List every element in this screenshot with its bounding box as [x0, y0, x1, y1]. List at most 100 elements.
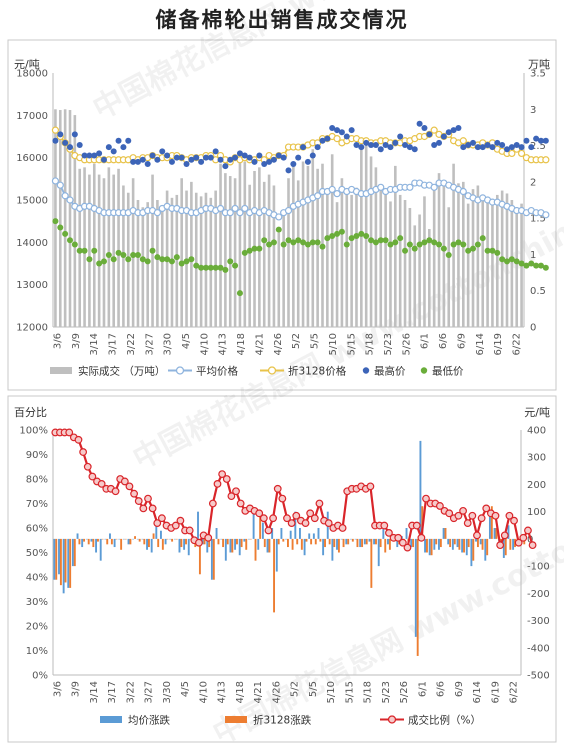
bar-1: [55, 538, 58, 580]
line-point-0: [500, 531, 509, 540]
bar-0: [277, 232, 281, 327]
top-chart: 元/吨 万吨 12000 13000 14000 15000 16000 17000 18000…: [14, 58, 550, 378]
scatter-point-1: [275, 226, 282, 233]
line-point-0: [394, 533, 403, 542]
line-point-0: [241, 204, 249, 213]
bar-0: [262, 181, 266, 327]
scatter-point-1: [125, 256, 132, 263]
bar-1: [259, 511, 262, 539]
line-point-0: [514, 538, 523, 547]
right-tick-label: 1.5: [530, 214, 546, 225]
bar-0: [481, 196, 485, 327]
bar-0: [502, 538, 505, 558]
right-tick-label: -500: [527, 671, 550, 682]
bar-0: [187, 538, 190, 556]
x-tick-label: 6/14: [475, 333, 486, 355]
bar-0: [495, 194, 499, 327]
bar-0: [180, 178, 183, 327]
scatter-point-0: [460, 144, 467, 151]
line-point-0: [406, 183, 414, 191]
scatter-point-1: [178, 260, 185, 267]
line-point-0: [454, 511, 463, 520]
line-point-0: [56, 181, 64, 189]
bar-0: [303, 538, 306, 556]
x-tick-label: 6/6: [436, 681, 447, 697]
scatter-point-1: [421, 239, 428, 246]
bar-0: [92, 163, 96, 327]
bar-1: [361, 538, 364, 548]
bar-1: [310, 538, 313, 545]
scatter-point-0: [426, 131, 433, 138]
bar-1: [458, 538, 461, 550]
line-point-0: [74, 435, 83, 444]
left-tick-label: 70%: [26, 499, 48, 510]
left-tick-label: 20%: [26, 622, 48, 633]
bar-1: [365, 538, 368, 545]
scatter-point-1: [183, 258, 190, 265]
scatter-point-0: [304, 158, 311, 165]
bar-0: [486, 202, 489, 327]
bar-0: [102, 178, 106, 327]
bar-0: [67, 538, 70, 588]
right-tick-label: 0.5: [530, 286, 546, 297]
bar-0: [311, 149, 315, 327]
scatter-point-1: [159, 256, 166, 263]
line-point-0: [176, 516, 185, 525]
line-point-0: [264, 526, 273, 535]
line-point-0: [287, 519, 296, 527]
x-tick-label: 4/26: [273, 333, 284, 355]
bar-1: [254, 538, 257, 561]
line-point-0: [66, 196, 74, 204]
scatter-point-1: [504, 258, 511, 265]
bar-1: [110, 538, 113, 545]
scatter-point-0: [329, 125, 336, 132]
scatter-point-0: [96, 150, 103, 157]
scatter-point-1: [100, 258, 107, 265]
bar-0: [159, 530, 162, 539]
bar-0: [470, 538, 473, 567]
scatter-point-1: [406, 241, 413, 248]
line-point-0: [403, 543, 412, 552]
bar-0: [377, 538, 380, 567]
bar-0: [491, 200, 494, 327]
line-point-0: [125, 482, 134, 491]
scatter-point-0: [173, 154, 180, 161]
bar-1: [73, 538, 76, 567]
scatter-point-0: [266, 158, 273, 165]
scatter-point-0: [484, 141, 491, 148]
bar-1: [305, 538, 308, 542]
bar-1: [240, 538, 243, 548]
scatter-point-1: [154, 254, 161, 261]
scatter-point-0: [334, 127, 341, 134]
x-tick-label: 5/26: [401, 333, 412, 355]
scatter-point-1: [198, 264, 205, 271]
x-tick-label: 5/18: [365, 333, 376, 355]
bar-0: [194, 192, 198, 327]
line-point-0: [61, 192, 69, 200]
line-point-0: [148, 504, 157, 513]
scatter-point-0: [528, 144, 535, 151]
x-tick-label: 5/18: [363, 681, 374, 703]
line-point-0: [398, 538, 407, 547]
line-point-0: [144, 494, 152, 503]
bar-1: [245, 538, 248, 550]
line-point-0: [292, 511, 301, 520]
bar-1: [59, 538, 62, 586]
line-point-0: [83, 462, 92, 471]
scatter-point-1: [445, 252, 452, 259]
bar-1: [384, 538, 387, 553]
x-tick-label: 3/6: [53, 333, 64, 349]
bar-0: [349, 538, 352, 540]
x-tick-label: 5/2: [291, 333, 302, 349]
line-point-0: [278, 494, 287, 503]
bar-0: [322, 538, 325, 556]
bar-1: [268, 538, 271, 553]
scatter-point-1: [232, 262, 239, 269]
bar-0: [243, 161, 247, 327]
scatter-point-1: [304, 241, 311, 248]
bar-0: [169, 538, 172, 540]
bar-0: [413, 225, 417, 327]
line-point-0: [216, 204, 225, 213]
bar-0: [403, 200, 407, 327]
x-tick-label: 6/1: [420, 333, 431, 349]
